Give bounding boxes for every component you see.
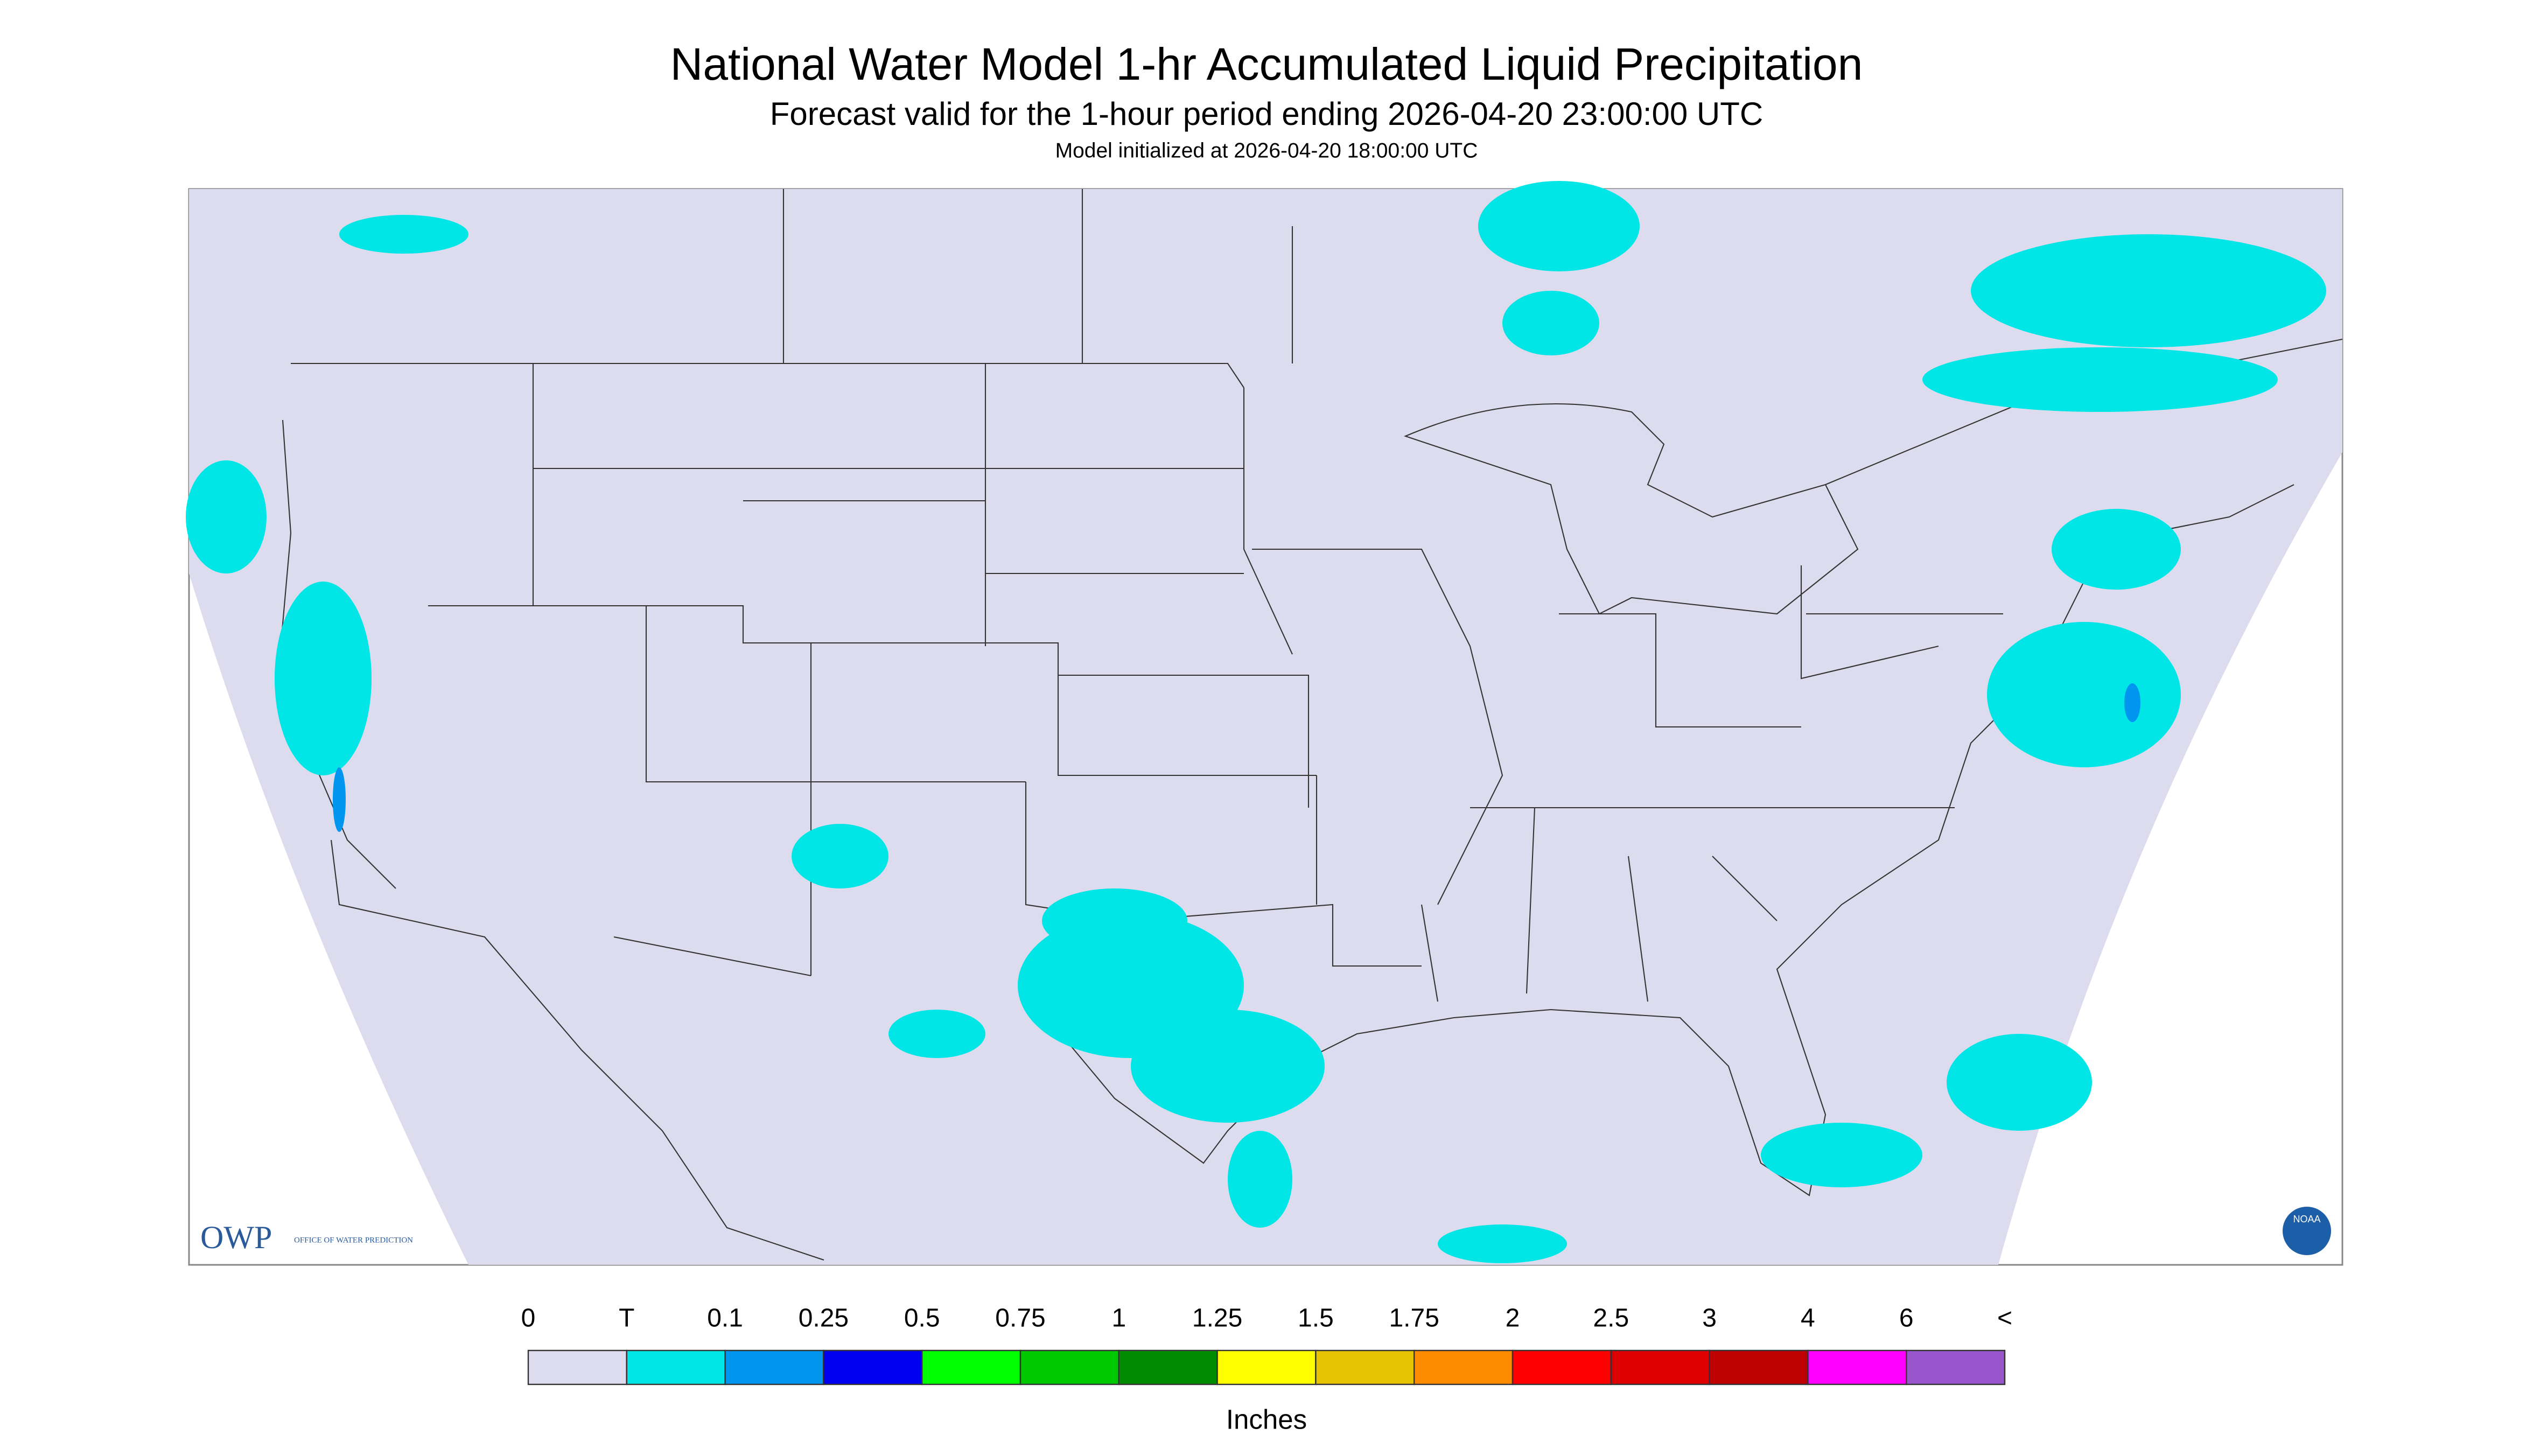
legend-label: 1.25: [1192, 1304, 1242, 1333]
subtitle: Forecast valid for the 1-hour period end…: [770, 96, 1763, 132]
legend-label: <: [1997, 1304, 2012, 1333]
legend-label: 0.5: [904, 1304, 940, 1333]
legend-swatch: [1315, 1349, 1415, 1385]
owp-logo: OWP: [200, 1220, 272, 1255]
legend-label: 0.25: [799, 1304, 849, 1333]
legend-label: 0.1: [707, 1304, 743, 1333]
legend-swatch: [823, 1349, 923, 1385]
legend-label: 0: [521, 1304, 536, 1333]
legend-label: 1.5: [1298, 1304, 1334, 1333]
legend-swatch: [527, 1349, 628, 1385]
init-note: Model initialized at 2026-04-20 18:00:00…: [1055, 139, 1478, 162]
legend-label: 4: [1801, 1304, 1815, 1333]
map: OWP OFFICE OF WATER PREDICTION NOAA: [186, 181, 2343, 1266]
title: National Water Model 1-hr Accumulated Li…: [670, 39, 1863, 89]
legend-swatch: [1807, 1349, 1907, 1385]
legend-label: 0.75: [995, 1304, 1045, 1333]
legend-swatch: [1709, 1349, 1809, 1385]
legend-unit: Inches: [1226, 1404, 1307, 1434]
legend-label: 6: [1899, 1304, 1914, 1333]
legend-swatch: [724, 1349, 824, 1385]
legend-swatch: [921, 1349, 1021, 1385]
owp-logo-text: OFFICE OF WATER PREDICTION: [294, 1236, 413, 1244]
noaa-logo: [2283, 1207, 2331, 1256]
legend-label: T: [619, 1304, 634, 1333]
legend-swatch: [1414, 1349, 1514, 1385]
legend-label: 2: [1506, 1304, 1520, 1333]
legend-swatch: [1905, 1349, 2006, 1385]
legend-swatch: [1019, 1349, 1120, 1385]
legend-swatch: [1512, 1349, 1612, 1385]
legend-swatch: [1216, 1349, 1317, 1385]
legend: 0 T 0.1 0.25 0.5 0.75 1 1.25 1.5 1.75 2 2.5 3 4 6 <: [521, 1304, 2012, 1385]
model-domain: [189, 189, 2342, 1265]
legend-label: 1: [1111, 1304, 1126, 1333]
precipitation: [186, 181, 2326, 1264]
legend-swatch: [626, 1349, 726, 1385]
legend-label: 3: [1702, 1304, 1717, 1333]
legend-swatch: [1610, 1349, 1710, 1385]
legend-label: 1.75: [1389, 1304, 1439, 1333]
legend-swatch: [1118, 1349, 1218, 1385]
noaa-logo-text: NOAA: [2293, 1214, 2320, 1224]
legend-label: 2.5: [1593, 1304, 1629, 1333]
